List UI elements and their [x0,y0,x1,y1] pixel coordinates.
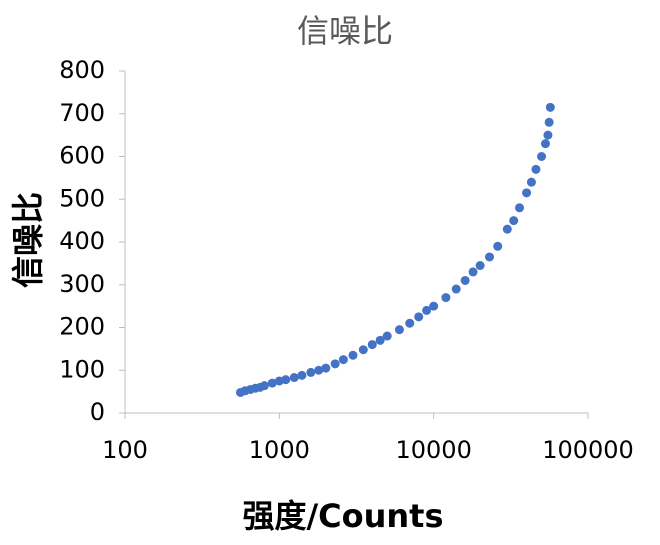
y-axis-label: 信噪比 [9,192,47,288]
point [484,252,494,262]
y-tick-label: 700 [59,99,105,127]
y-tick-label: 0 [90,398,105,426]
point [306,367,316,377]
point [493,241,503,251]
point [545,102,555,112]
point [441,293,451,303]
point [544,117,554,127]
point [515,203,525,213]
point [394,325,404,335]
x-tick-label: 10000 [395,436,471,464]
chart-title: 信噪比 [297,12,393,50]
point [289,373,299,383]
point [429,301,439,311]
y-tick-label: 100 [59,355,105,383]
x-tick-label: 1000 [249,436,310,464]
point [468,267,478,277]
x-tick-label: 100 [102,436,148,464]
point [314,365,324,375]
point [460,275,470,285]
y-tick-label: 400 [59,227,105,255]
point [531,164,541,174]
y-tick-label: 600 [59,142,105,170]
point [540,139,550,149]
point [543,130,553,140]
point [297,370,307,380]
point [405,318,415,328]
point [422,305,432,315]
point [502,224,512,234]
point [375,335,385,345]
y-tick-label: 500 [59,184,105,212]
point [522,188,532,198]
point [358,345,368,355]
point [475,261,485,271]
point [451,284,461,294]
point [537,152,547,161]
x-axis-label: 强度/Counts [242,497,443,535]
point [509,216,519,226]
point [259,381,269,391]
y-tick-label: 300 [59,270,105,298]
point [382,331,392,341]
point [526,177,536,187]
point [330,359,340,369]
y-tick-label: 800 [59,56,105,84]
point [367,340,377,350]
point [267,378,277,388]
point [348,350,358,360]
point [338,355,348,365]
y-tick-label: 200 [59,313,105,341]
point [414,312,424,322]
point [281,375,291,385]
x-tick-label: 100000 [542,436,634,464]
point [321,363,331,373]
